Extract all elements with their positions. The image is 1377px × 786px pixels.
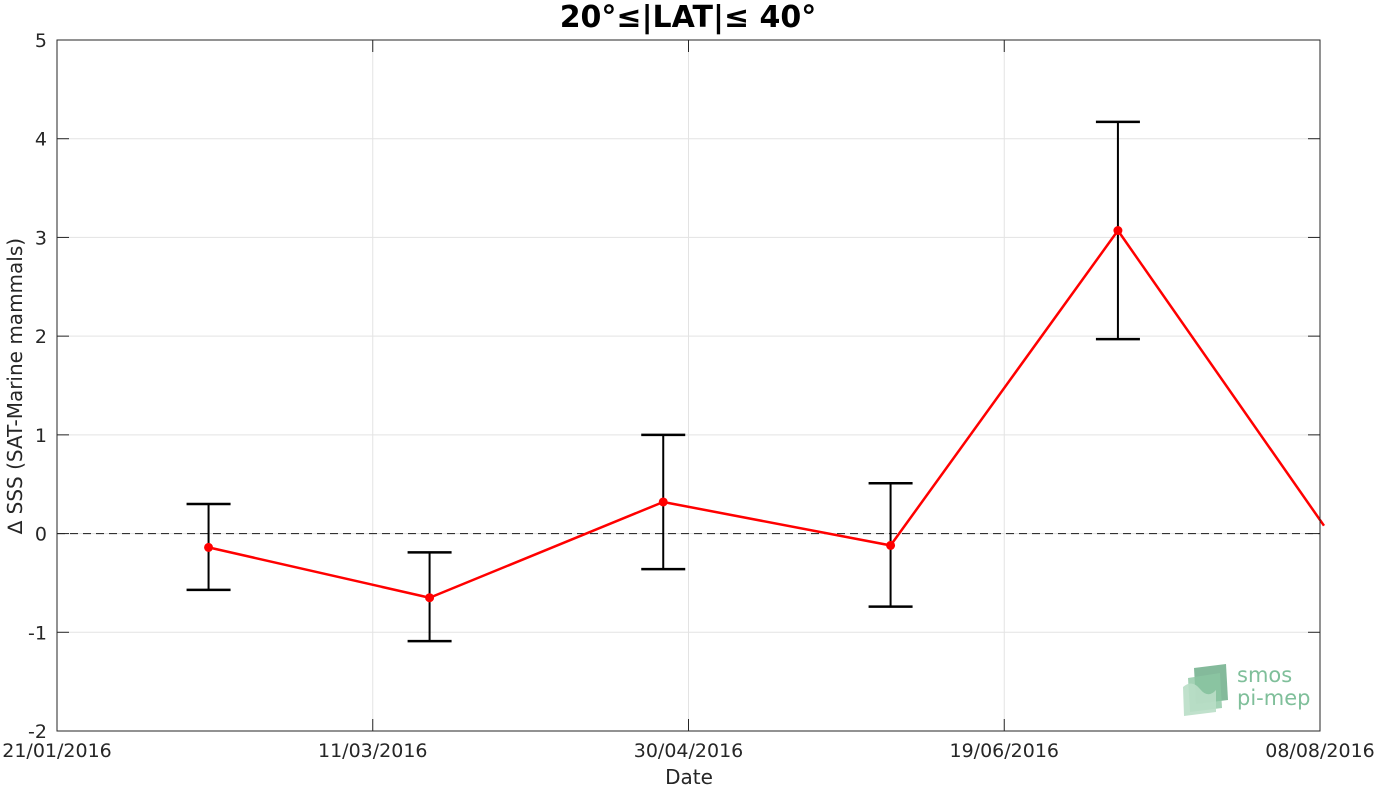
y-tick-label: 3 [35, 227, 47, 249]
logo-text-smos: smos [1237, 663, 1292, 687]
y-tick-label: 2 [35, 326, 47, 348]
y-tick-labels: -2 -1 0 1 2 3 4 5 [28, 30, 47, 743]
error-bars [186, 120, 1140, 643]
smos-pi-mep-logo: smos pi-mep [1183, 663, 1310, 716]
data-point [425, 593, 435, 603]
y-tick-label: -2 [28, 721, 47, 743]
y-tick-label: 5 [35, 30, 47, 52]
axis-ticks [56, 39, 1321, 732]
y-tick-label: 4 [35, 129, 47, 151]
data-point [204, 542, 214, 552]
x-tick-labels: 21/01/2016 11/03/2016 30/04/2016 19/06/2016… [2, 740, 1375, 762]
x-tick-label: 08/08/2016 [1265, 740, 1375, 762]
y-tick-label: 1 [35, 425, 47, 447]
x-tick-label: 30/04/2016 [634, 740, 744, 762]
logo-wave-icon [1183, 664, 1228, 716]
x-tick-label: 19/06/2016 [949, 740, 1059, 762]
data-point [658, 497, 668, 507]
y-tick-label: 0 [35, 524, 47, 546]
y-axis-title: ∆ SSS (SAT-Marine mammals) [3, 238, 27, 535]
logo-text-pi-mep: pi-mep [1237, 686, 1310, 710]
x-tick-label: 21/01/2016 [2, 740, 112, 762]
grid [56, 39, 1321, 732]
data-point [886, 540, 896, 550]
series [204, 226, 1326, 603]
chart-title: 20°≤|LAT|≤ 40° [560, 0, 817, 35]
x-tick-label: 11/03/2016 [318, 740, 428, 762]
x-axis-title: Date [665, 765, 713, 786]
series-line [208, 229, 1326, 599]
y-tick-label: -1 [28, 622, 47, 644]
data-point [1113, 226, 1123, 236]
